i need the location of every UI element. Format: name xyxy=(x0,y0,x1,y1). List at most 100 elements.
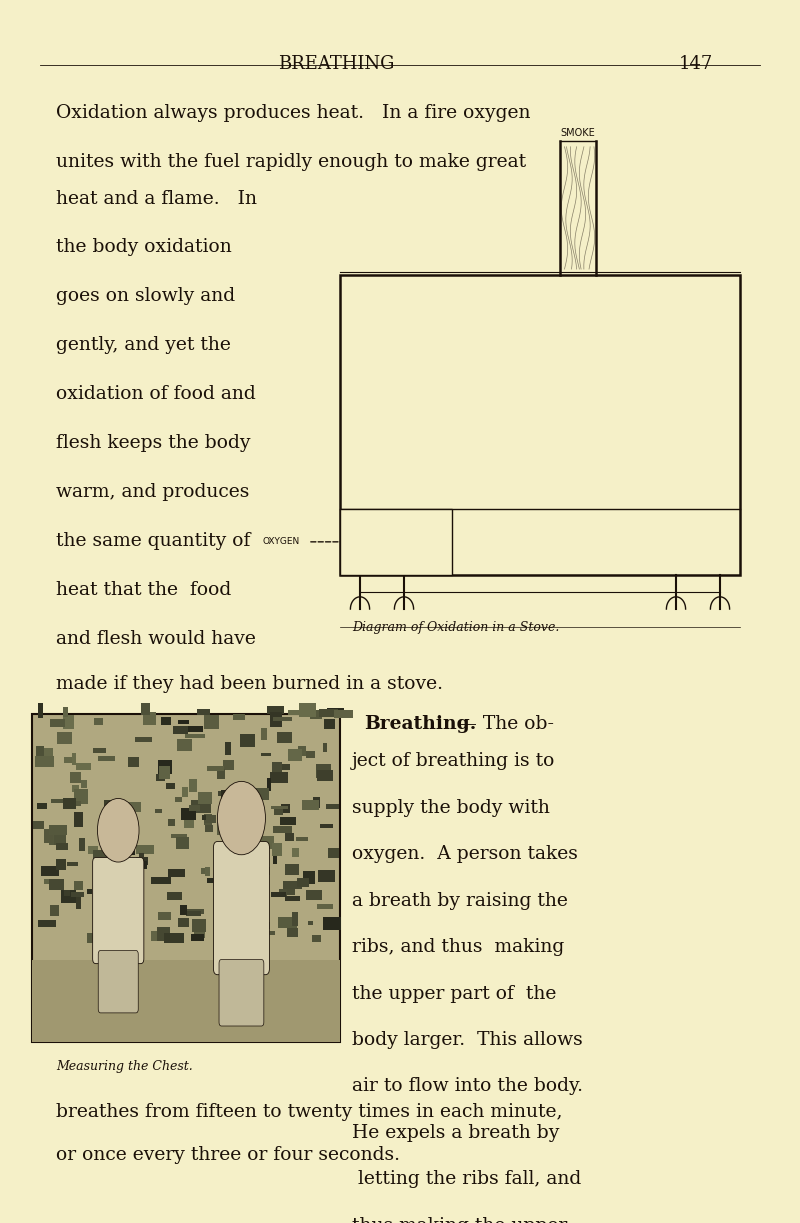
Text: and flesh would have: and flesh would have xyxy=(56,630,256,648)
Bar xyxy=(62,890,76,903)
Bar xyxy=(94,718,102,724)
Bar xyxy=(314,796,320,808)
Bar xyxy=(316,763,330,778)
Text: unites with the fuel rapidly enough to make great: unites with the fuel rapidly enough to m… xyxy=(56,153,526,171)
Bar xyxy=(323,744,327,752)
Bar xyxy=(198,793,212,804)
Bar xyxy=(74,881,82,889)
Bar xyxy=(262,752,270,756)
Bar xyxy=(257,931,275,934)
Bar xyxy=(63,890,70,895)
Text: Diagram of Oxidation in a Stove.: Diagram of Oxidation in a Stove. xyxy=(352,621,559,635)
Bar xyxy=(182,786,188,796)
Bar xyxy=(286,833,294,841)
Bar xyxy=(57,733,72,744)
Bar xyxy=(254,788,270,800)
Bar xyxy=(37,747,53,761)
Bar xyxy=(124,802,134,815)
Bar xyxy=(71,892,84,898)
Bar xyxy=(270,773,288,783)
Bar xyxy=(74,789,88,804)
Bar xyxy=(270,713,282,726)
Bar xyxy=(272,763,290,770)
Bar xyxy=(88,846,98,854)
Bar xyxy=(94,884,98,895)
Bar xyxy=(87,933,100,943)
FancyBboxPatch shape xyxy=(219,960,264,1026)
Bar xyxy=(278,917,297,928)
Bar xyxy=(191,934,203,942)
Circle shape xyxy=(218,781,266,855)
Bar xyxy=(286,865,299,874)
Bar xyxy=(189,805,200,811)
Bar xyxy=(215,906,230,911)
Bar xyxy=(246,788,266,794)
Bar xyxy=(50,719,65,726)
Bar xyxy=(192,918,206,932)
Text: oxygen.  A person takes: oxygen. A person takes xyxy=(352,845,578,863)
Bar xyxy=(171,834,187,838)
Bar xyxy=(38,703,43,718)
Bar xyxy=(157,774,165,780)
Bar xyxy=(72,785,78,793)
Bar xyxy=(181,808,196,819)
Bar xyxy=(298,878,310,887)
Bar xyxy=(318,709,338,717)
Bar xyxy=(159,766,170,779)
Bar xyxy=(272,843,282,856)
Bar xyxy=(116,878,126,889)
Bar xyxy=(274,717,292,720)
Bar xyxy=(63,707,68,718)
Bar xyxy=(272,720,282,728)
Bar xyxy=(32,960,340,1042)
Bar xyxy=(64,757,74,763)
Bar xyxy=(229,789,243,799)
Bar xyxy=(114,903,132,912)
Bar xyxy=(271,893,286,896)
Bar xyxy=(236,915,246,922)
Bar xyxy=(178,917,189,927)
Bar xyxy=(178,719,189,724)
Bar xyxy=(309,921,313,926)
Bar xyxy=(306,751,315,758)
Bar xyxy=(326,804,339,810)
Bar xyxy=(298,746,306,756)
Bar xyxy=(123,802,141,812)
Bar xyxy=(334,711,353,718)
Bar xyxy=(188,725,203,733)
Bar xyxy=(277,731,292,742)
Bar xyxy=(281,805,290,813)
Text: ASHES: ASHES xyxy=(383,541,409,549)
Bar xyxy=(122,817,130,822)
Bar xyxy=(165,933,184,943)
Bar xyxy=(41,866,59,876)
Bar xyxy=(176,837,190,849)
Text: He expels a breath by: He expels a breath by xyxy=(352,1124,559,1142)
Bar xyxy=(72,752,77,766)
Bar xyxy=(326,708,344,717)
FancyBboxPatch shape xyxy=(214,841,270,975)
Bar xyxy=(211,720,218,725)
Bar xyxy=(318,871,335,882)
Bar xyxy=(70,773,82,783)
Text: the same quantity of: the same quantity of xyxy=(56,532,250,550)
Bar xyxy=(258,898,266,907)
Bar xyxy=(184,910,203,914)
Bar xyxy=(317,904,333,909)
Bar xyxy=(272,762,282,772)
Bar xyxy=(76,763,91,770)
Bar xyxy=(49,832,56,845)
Bar xyxy=(128,907,140,916)
Bar xyxy=(241,874,256,885)
Bar xyxy=(230,920,242,923)
Bar xyxy=(186,911,201,916)
Bar xyxy=(174,796,182,802)
Bar xyxy=(180,905,186,915)
Bar xyxy=(150,931,163,940)
Bar xyxy=(289,711,301,714)
Bar xyxy=(228,827,240,834)
Bar xyxy=(168,818,175,826)
Bar xyxy=(37,804,47,810)
Bar xyxy=(81,780,87,789)
Text: body larger.  This allows: body larger. This allows xyxy=(352,1031,582,1049)
